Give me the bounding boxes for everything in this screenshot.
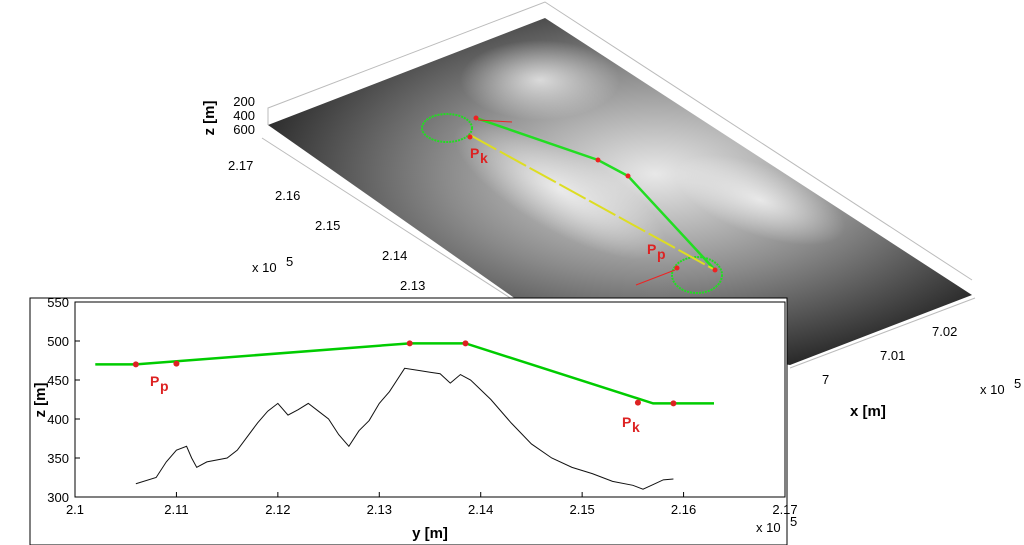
z-tick-label: 600	[233, 122, 255, 137]
x-tick-label: 2.16	[671, 502, 696, 517]
y-tick-label: 2.16	[275, 188, 300, 203]
point-label: P	[622, 414, 631, 430]
series-line	[135, 367, 674, 490]
y-tick-label: 2.15	[315, 218, 340, 233]
x-axis-label: x [m]	[850, 403, 886, 420]
y-tick-label: 350	[47, 451, 69, 466]
chord-3d	[469, 134, 716, 271]
x-tick-label: 7	[822, 372, 829, 387]
y-tick-label: 2.13	[400, 278, 425, 293]
x-tick-label: 7.02	[932, 324, 957, 339]
z-tick-label: 400	[233, 108, 255, 123]
x-tick-label: 7.01	[880, 348, 905, 363]
scale-label: x 10	[252, 260, 277, 275]
scale-exponent: 5	[790, 514, 797, 529]
y-tick-label: 500	[47, 334, 69, 349]
y-tick-label: 2.14	[382, 248, 407, 263]
point-label: P	[647, 241, 656, 257]
y-tick-label: 2.17	[228, 158, 253, 173]
point-label-sub: p	[657, 246, 666, 262]
points-3d	[467, 115, 718, 273]
x-tick-label: 2.11	[164, 502, 188, 517]
x-tick-label: 2.14	[468, 502, 493, 517]
point-label-sub: k	[632, 419, 640, 435]
profile-chart: 2.1 2.11 2.12 2.13 2.14 2.15 2.16 2.17 300 350 400…	[32, 295, 798, 542]
surface-3d	[261, 1, 976, 369]
scale-exponent: 5	[286, 254, 293, 269]
marker	[173, 360, 180, 367]
box-edge	[267, 1, 973, 281]
y-tick-label: 450	[47, 373, 69, 388]
arrow	[477, 119, 513, 123]
y-axis-label: z [m]	[32, 383, 49, 418]
plot-area	[74, 301, 786, 498]
scale-exponent: 5	[1014, 376, 1021, 391]
series-line	[95, 342, 714, 405]
marker	[132, 361, 139, 368]
x-tick-label: 2.12	[265, 502, 290, 517]
y-tick-label: 300	[47, 490, 69, 505]
marker	[406, 340, 413, 347]
circle-path	[671, 256, 723, 294]
x-tick-label: 2.1	[66, 502, 84, 517]
z-axis-label: z [m]	[201, 101, 218, 136]
circle-path	[421, 113, 473, 143]
scale-label: x 10	[756, 520, 781, 535]
point-label-sub: p	[160, 378, 169, 394]
z-tick-label: 200	[233, 94, 255, 109]
x-axis-label: y [m]	[412, 525, 448, 542]
scale-label: x 10	[980, 382, 1005, 397]
x-tick-label: 2.15	[569, 502, 594, 517]
terrain-ridge	[674, 154, 846, 246]
box-edge	[789, 297, 976, 369]
x-tick-label: 2.13	[367, 502, 392, 517]
x-tick-label: 2.17	[772, 502, 797, 517]
trajectory-3d	[475, 116, 716, 271]
terrain-ridge	[460, 40, 620, 120]
y-tick-label: 550	[47, 295, 69, 310]
point-label: P	[150, 373, 159, 389]
marker	[462, 340, 469, 347]
y-tick-label: 400	[47, 412, 69, 427]
point-label: P	[470, 145, 479, 161]
arrow	[635, 269, 676, 286]
marker	[670, 400, 677, 407]
marker	[634, 399, 641, 406]
point-label-sub: k	[480, 150, 488, 166]
inset-panel	[29, 297, 788, 545]
